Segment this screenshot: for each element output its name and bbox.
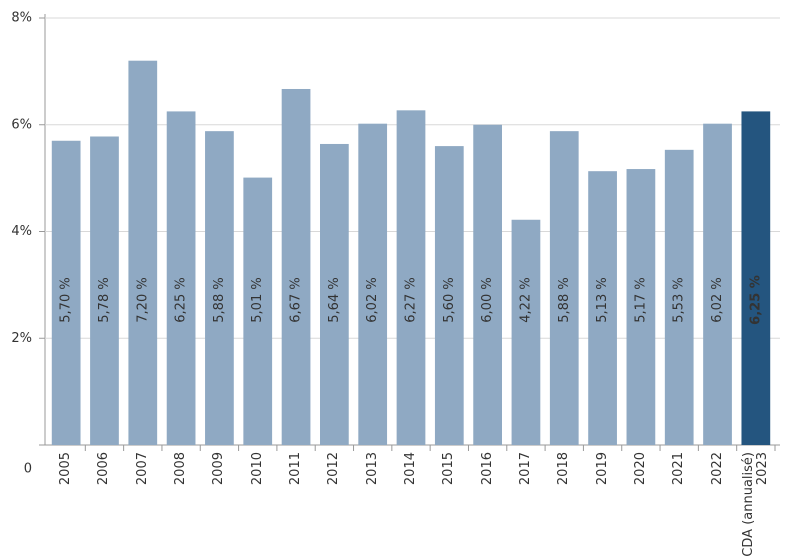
x-tick-label: 2019 bbox=[594, 452, 610, 486]
x-tick-label: 2008 bbox=[173, 452, 189, 486]
bar bbox=[703, 123, 732, 446]
y-tick-label: 6% bbox=[11, 117, 32, 132]
value-label: 5,17 % bbox=[633, 277, 648, 322]
bar bbox=[243, 177, 273, 445]
bar bbox=[51, 140, 81, 445]
value-label: 5,64 % bbox=[327, 277, 342, 322]
x-tick-label: 2015 bbox=[441, 452, 457, 486]
x-tick-label: 2021 bbox=[671, 452, 687, 486]
bar bbox=[511, 219, 541, 445]
x-tick-label: 2020 bbox=[632, 452, 648, 486]
value-label: 6,27 % bbox=[404, 277, 419, 322]
bar bbox=[549, 131, 579, 445]
value-label: 5,60 % bbox=[442, 277, 457, 322]
value-label: 5,01 % bbox=[250, 277, 265, 322]
bar bbox=[396, 110, 426, 446]
x-tick-label: CDA (annualisé) 2023 bbox=[740, 452, 770, 557]
x-tick-label: 2017 bbox=[517, 452, 533, 486]
y-tick-label: 4% bbox=[11, 224, 32, 239]
value-label: 6,67 % bbox=[289, 277, 304, 322]
bar bbox=[473, 124, 502, 445]
value-label: 5,70 % bbox=[59, 277, 74, 322]
value-label: 5,88 % bbox=[212, 277, 227, 322]
bar bbox=[626, 169, 656, 445]
x-tick-label: 2013 bbox=[364, 452, 380, 486]
y-tick-label: 2% bbox=[11, 331, 32, 346]
x-tick-label: 2012 bbox=[326, 452, 342, 486]
x-tick-label: 2010 bbox=[249, 452, 265, 486]
x-tick-label: 2006 bbox=[96, 452, 112, 486]
bar bbox=[205, 131, 234, 445]
x-tick-label: 2022 bbox=[709, 452, 725, 486]
bar bbox=[664, 149, 694, 445]
bar bbox=[741, 111, 771, 445]
bar bbox=[434, 146, 464, 445]
bar bbox=[588, 171, 617, 445]
y-tick-label: 8% bbox=[11, 11, 32, 26]
value-label: 6,02 % bbox=[710, 277, 725, 322]
x-tick-label: 2011 bbox=[288, 452, 304, 486]
value-label: 6,02 % bbox=[365, 277, 380, 322]
x-tick-label: 2014 bbox=[403, 452, 418, 486]
x-tick-label: 2009 bbox=[211, 452, 227, 486]
value-label: 4,22 % bbox=[518, 277, 533, 322]
value-label: 5,13 % bbox=[595, 277, 610, 322]
bar bbox=[358, 123, 388, 446]
value-label: 5,88 % bbox=[557, 277, 572, 322]
value-label: 6,25 % bbox=[174, 277, 189, 322]
value-label: 7,20 % bbox=[135, 277, 150, 322]
x-tick-label: 2007 bbox=[134, 452, 150, 486]
x-tick-label: 2018 bbox=[556, 452, 572, 486]
y-tick-label: 0 bbox=[24, 462, 32, 477]
value-label: 6,25 % bbox=[748, 275, 763, 325]
x-tick-label: 2005 bbox=[58, 452, 74, 486]
bar bbox=[166, 111, 196, 445]
bar bbox=[281, 88, 311, 446]
value-label: 5,53 % bbox=[672, 277, 687, 322]
x-tick-label: 2016 bbox=[479, 452, 495, 486]
bar bbox=[128, 60, 158, 445]
value-label: 6,00 % bbox=[480, 277, 495, 322]
bar bbox=[90, 136, 119, 445]
bar bbox=[320, 143, 349, 445]
value-label: 5,78 % bbox=[97, 277, 112, 322]
